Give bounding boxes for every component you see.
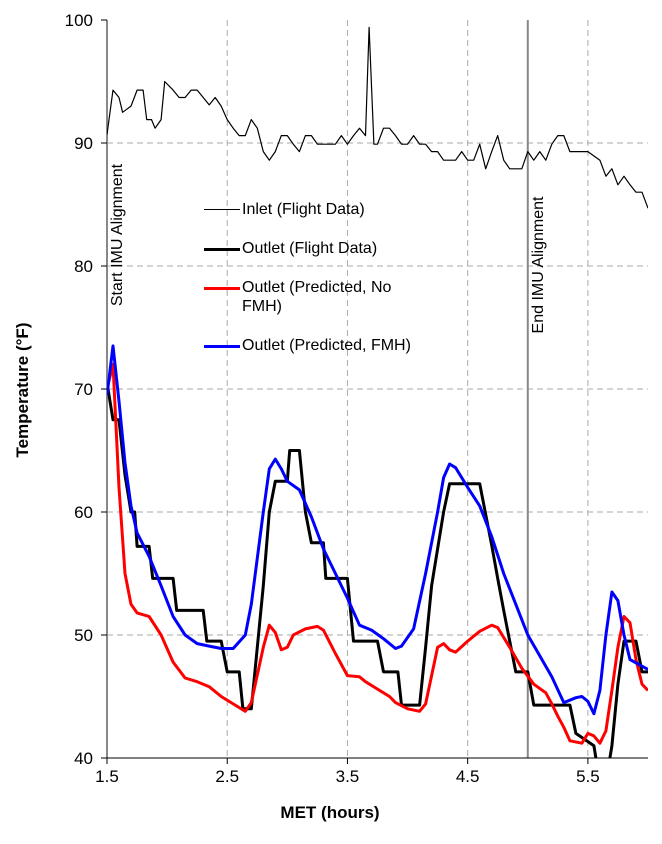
x-axis-title: MET (hours) bbox=[280, 803, 379, 822]
legend-swatch bbox=[204, 248, 240, 251]
y-tick-label: 40 bbox=[74, 749, 93, 768]
series-line bbox=[107, 344, 648, 716]
x-tick-label: 4.5 bbox=[456, 767, 480, 786]
legend-item: Outlet (Predicted, No FMH) bbox=[204, 278, 432, 316]
legend-label: Outlet (Predicted, No FMH) bbox=[242, 279, 392, 315]
x-tick-label: 1.5 bbox=[95, 767, 119, 786]
legend-item: Inlet (Flight Data) bbox=[204, 200, 432, 219]
series-line bbox=[107, 362, 648, 745]
legend: Inlet (Flight Data) Outlet (Flight Data) O… bbox=[204, 200, 434, 375]
y-tick-label: 80 bbox=[74, 257, 93, 276]
y-tick-label: 100 bbox=[65, 11, 93, 30]
y-tick-label: 50 bbox=[74, 626, 93, 645]
annotation-text: End IMU Alignment bbox=[530, 196, 547, 334]
legend-swatch bbox=[204, 209, 240, 210]
x-tick-label: 5.5 bbox=[576, 767, 600, 786]
y-tick-label: 60 bbox=[74, 503, 93, 522]
legend-swatch bbox=[204, 345, 240, 348]
legend-swatch bbox=[204, 287, 240, 290]
axes: 40 50 60 70 80 90 100 1.5 2.5 3.5 4.5 5.5 bbox=[65, 11, 648, 786]
legend-label: Inlet (Flight Data) bbox=[242, 201, 365, 218]
series-line bbox=[107, 26, 648, 209]
plot-lines bbox=[107, 26, 648, 758]
series-line bbox=[107, 382, 648, 758]
x-tick-label: 3.5 bbox=[336, 767, 360, 786]
y-axis-title: Temperature (°F) bbox=[13, 323, 32, 458]
y-tick-label: 70 bbox=[74, 380, 93, 399]
x-tick-label: 2.5 bbox=[215, 767, 239, 786]
annotation-text: Start IMU Alignment bbox=[109, 163, 126, 306]
legend-label: Outlet (Predicted, FMH) bbox=[242, 337, 411, 354]
y-tick-label: 90 bbox=[74, 134, 93, 153]
legend-item: Outlet (Flight Data) bbox=[204, 239, 432, 258]
legend-item: Outlet (Predicted, FMH) bbox=[204, 336, 432, 355]
legend-label: Outlet (Flight Data) bbox=[242, 240, 378, 257]
